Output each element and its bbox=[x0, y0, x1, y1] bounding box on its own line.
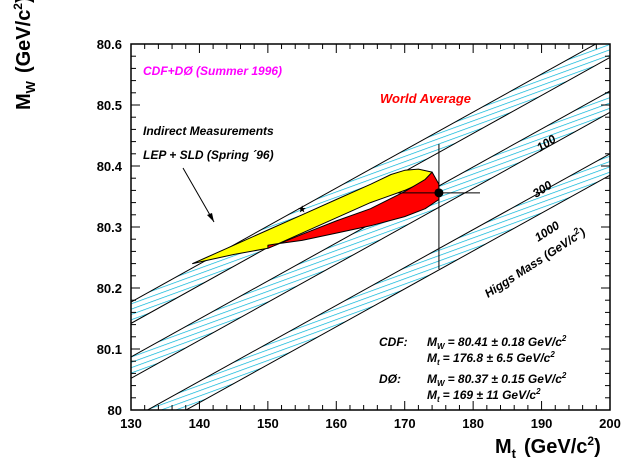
x-tick-label: 190 bbox=[531, 416, 553, 431]
y-tick-label: 80.1 bbox=[97, 342, 122, 357]
x-tick-label: 130 bbox=[120, 416, 142, 431]
measurement-table: CDF: MW = 80.41 ± 0.18 GeV/c2 Mt = 176.8 ±… bbox=[379, 334, 567, 404]
d0-mw: MW = 80.37 ± 0.15 GeV/c2 bbox=[427, 371, 567, 388]
axis-tick-labels: 130 140 150 160 170 180 190 200 80 80.1 80.2 80.3 80… bbox=[97, 37, 621, 431]
cdf-mw: MW = 80.41 ± 0.18 GeV/c2 bbox=[427, 334, 567, 351]
d0-mt: Mt = 169 ± 11 GeV/c2 bbox=[427, 387, 541, 404]
higgs-band-300 bbox=[131, 90, 610, 379]
x-tick-label: 180 bbox=[462, 416, 484, 431]
x-axis-label: Mt (GeV/c2) bbox=[495, 434, 601, 461]
higgs-band-1000-lower-edge bbox=[185, 174, 610, 410]
cdf-label: CDF: bbox=[379, 335, 408, 349]
indirect-label-line1: Indirect Measurements bbox=[143, 124, 274, 138]
world-average-point bbox=[434, 188, 444, 198]
x-tick-label: 160 bbox=[325, 416, 347, 431]
d0-label: DØ: bbox=[379, 372, 401, 386]
axis-ticks bbox=[130, 43, 611, 411]
y-axis-label: MW(GeV/c2) bbox=[11, 0, 38, 110]
higgs-band-100 bbox=[131, 44, 610, 324]
indirect-center-star: ★ bbox=[298, 205, 307, 216]
y-tick-label: 80.3 bbox=[97, 220, 122, 235]
indirect-arrow bbox=[182, 167, 215, 223]
y-tick-label: 80.5 bbox=[97, 98, 122, 113]
x-tick-label: 170 bbox=[394, 416, 416, 431]
y-tick-label: 80.6 bbox=[97, 37, 122, 52]
indirect-arrow-head bbox=[207, 213, 214, 222]
higgs-band-300-lower-edge bbox=[131, 111, 610, 379]
world-average-label: World Average bbox=[380, 91, 471, 106]
indirect-label-line2: LEP + SLD (Spring ´96) bbox=[143, 148, 274, 162]
higgs-band-1000-upper-edge bbox=[146, 153, 610, 410]
cdf-mt: Mt = 176.8 ± 6.5 GeV/c2 bbox=[427, 350, 555, 367]
y-tick-label: 80.4 bbox=[97, 159, 123, 174]
x-tick-label: 150 bbox=[257, 416, 279, 431]
x-tick-label: 140 bbox=[189, 416, 211, 431]
y-tick-label: 80 bbox=[108, 403, 122, 418]
y-tick-label: 80.2 bbox=[97, 281, 122, 296]
contours: ★ bbox=[192, 168, 440, 265]
world-average-point-group bbox=[397, 144, 480, 270]
x-tick-label: 200 bbox=[599, 416, 621, 431]
collab-label: CDF+DØ (Summer 1996) bbox=[143, 64, 282, 78]
higgs-bands bbox=[131, 44, 610, 410]
